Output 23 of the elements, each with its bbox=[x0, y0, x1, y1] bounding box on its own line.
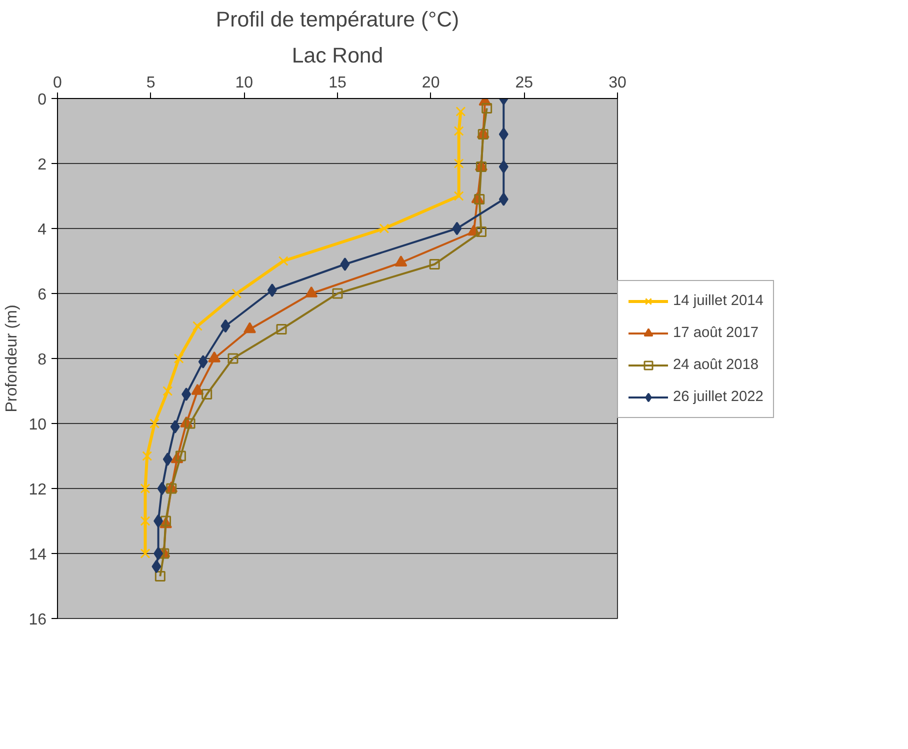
x-tick-label: 10 bbox=[235, 74, 254, 92]
y-tick-label: 0 bbox=[38, 92, 47, 108]
y-tick-label: 8 bbox=[38, 352, 47, 368]
y-tick-label: 10 bbox=[28, 416, 47, 434]
x-tick-label: 0 bbox=[53, 74, 62, 92]
x-tick-label: 30 bbox=[608, 74, 626, 92]
x-tick-label: 25 bbox=[515, 74, 534, 92]
legend-label: 17 août 2017 bbox=[673, 325, 759, 341]
y-tick-label: 2 bbox=[38, 156, 47, 174]
x-tick-label: 15 bbox=[328, 74, 346, 92]
y-tick-label: 12 bbox=[28, 482, 47, 498]
y-tick-label: 4 bbox=[38, 222, 47, 238]
y-tick-label: 16 bbox=[28, 612, 47, 628]
y-axis-title: Profondeur (m) bbox=[4, 304, 21, 412]
y-tick-label: 6 bbox=[38, 286, 47, 304]
chart-title: Profil de température (°C) bbox=[216, 8, 460, 32]
legend-label: 14 juillet 2014 bbox=[673, 293, 764, 309]
legend-label: 24 août 2018 bbox=[673, 357, 759, 373]
chart-subtitle: Lac Rond bbox=[292, 44, 384, 68]
legend-label: 26 juillet 2022 bbox=[673, 389, 764, 405]
y-tick-label: 14 bbox=[28, 546, 47, 564]
x-tick-label: 5 bbox=[146, 74, 156, 92]
x-tick-label: 20 bbox=[422, 74, 440, 92]
